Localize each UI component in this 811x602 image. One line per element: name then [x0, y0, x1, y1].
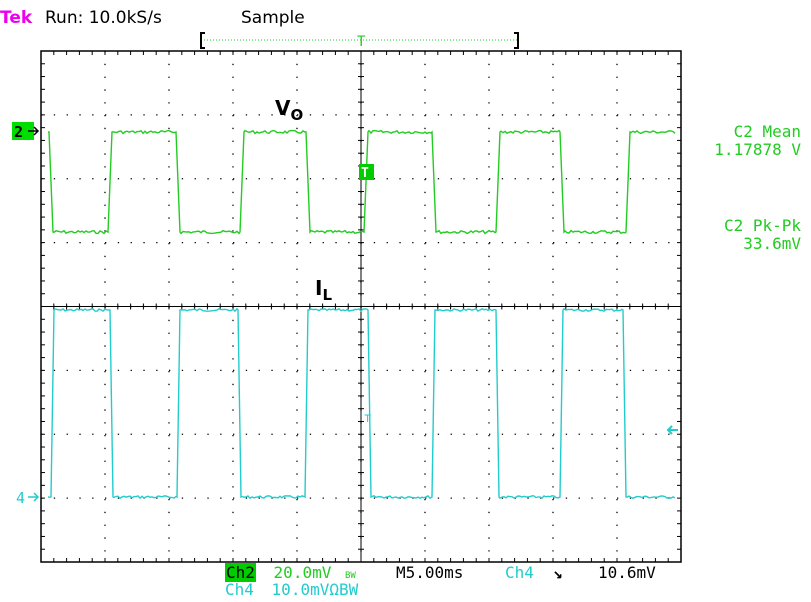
ch4-scale-readout: Ch4 10.0mVΩBW	[225, 580, 358, 599]
ch4-scale: 10.0mVΩBW	[271, 580, 359, 599]
graticule	[40, 50, 682, 563]
vo-label: VO	[275, 96, 304, 124]
trigger-slope-icon: ↘	[553, 563, 563, 582]
ch4-ground-marker: 4	[16, 489, 40, 507]
trigger-point-marker: T	[359, 164, 374, 181]
trigger-position-bar: T	[200, 32, 519, 50]
svg-text:4: 4	[16, 489, 25, 507]
run-status: Run: 10.0kS/s	[45, 8, 162, 28]
timebase-readout: M5.00ms	[396, 563, 464, 582]
ch2-channel-tag: Ch2	[225, 563, 256, 582]
svg-text:2: 2	[14, 123, 23, 141]
trigger-position-marker: T	[357, 34, 366, 50]
acquisition-mode: Sample	[241, 8, 305, 28]
ch2-scale: 20.0mV	[273, 563, 332, 582]
measurement-c2-mean: C2 Mean 1.17878 V	[714, 122, 801, 159]
ch2-ground-marker: 2	[12, 122, 40, 141]
svg-text:T: T	[361, 166, 369, 181]
trigger-level-marker	[666, 425, 678, 435]
ch2-bw-limit-icon: BW	[344, 571, 356, 581]
ch4-trigger-tick: ⊤	[364, 411, 371, 425]
ch2-waveform	[48, 129, 676, 235]
brand-label: Tek	[0, 8, 33, 28]
trigger-source: Ch4	[505, 563, 534, 582]
measurement-c2-pkpk: C2 Pk-Pk 33.6mV	[723, 216, 801, 253]
ch4-waveform	[47, 307, 676, 500]
trigger-level: 10.6mV	[598, 563, 656, 582]
ch4-channel-tag: Ch4	[225, 580, 254, 599]
il-label: IL	[315, 276, 333, 304]
ch2-scale-readout: Ch2 20.0mV BW	[225, 563, 356, 582]
